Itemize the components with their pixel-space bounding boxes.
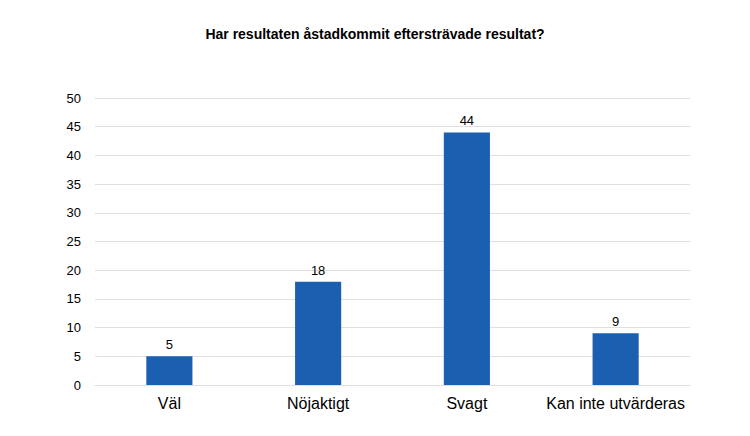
svg-text:50: 50 [67,91,81,106]
svg-text:25: 25 [67,234,81,249]
svg-text:Kan inte utvärderas: Kan inte utvärderas [546,395,685,412]
svg-text:Väl: Väl [158,395,181,412]
svg-text:10: 10 [67,320,81,335]
svg-text:20: 20 [67,263,81,278]
svg-text:5: 5 [74,349,81,364]
svg-text:30: 30 [67,205,81,220]
svg-text:5: 5 [166,337,173,352]
svg-text:15: 15 [67,291,81,306]
svg-text:44: 44 [460,113,474,128]
svg-text:Har resultaten åstadkommit eft: Har resultaten åstadkommit eftersträvade… [205,26,544,42]
svg-text:40: 40 [67,148,81,163]
svg-text:18: 18 [311,263,325,278]
svg-text:Nöjaktigt: Nöjaktigt [287,395,350,412]
svg-text:45: 45 [67,119,81,134]
svg-text:0: 0 [74,378,81,393]
svg-text:Svagt: Svagt [446,395,487,412]
svg-text:35: 35 [67,177,81,192]
svg-text:9: 9 [612,314,619,329]
